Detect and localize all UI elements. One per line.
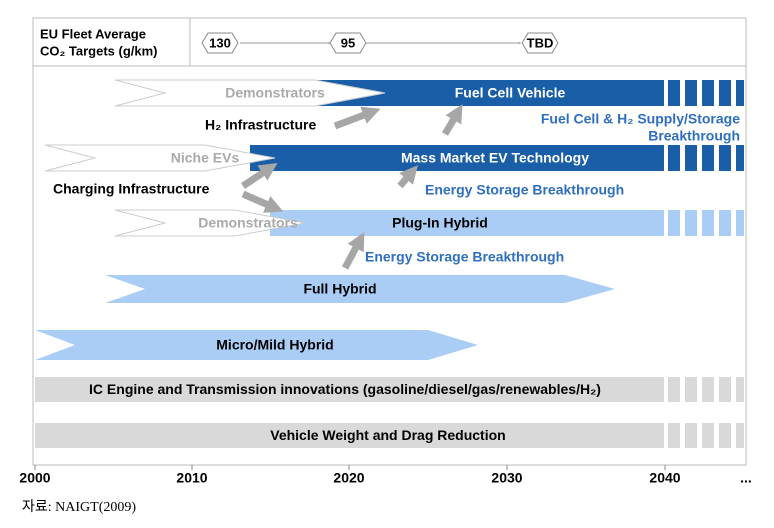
target-marker — [521, 32, 559, 54]
bar-stripe — [685, 80, 697, 106]
bar-label: IC Engine and Transmission innovations (… — [89, 381, 601, 397]
bar-stripe — [736, 423, 744, 448]
bar-label: Micro/Mild Hybrid — [216, 337, 333, 353]
arrow-bar — [105, 275, 615, 303]
bar-stripe — [719, 423, 731, 448]
axis-label: 2040 — [649, 470, 680, 486]
source: 자료: NAIGT(2009) — [22, 499, 136, 515]
header-box — [32, 17, 747, 67]
bar-stripe — [685, 210, 697, 236]
transition-arrow — [441, 104, 463, 136]
bar-stripe — [668, 80, 680, 106]
bar-stripe — [668, 423, 680, 448]
axis-label: ... — [740, 470, 752, 486]
bar-stripe — [736, 377, 744, 402]
bar-stripe — [736, 80, 744, 106]
lead-label: Niche EVs — [171, 150, 240, 166]
axis-label: 2000 — [19, 470, 50, 486]
bar-stripe — [736, 145, 744, 171]
transition-arrow — [241, 162, 278, 189]
bar-stripe — [668, 145, 680, 171]
bar-stripe — [736, 210, 744, 236]
target-value: 130 — [209, 35, 231, 50]
target-value: 95 — [341, 35, 355, 50]
bar-stripe — [719, 210, 731, 236]
lead-chevron — [114, 79, 386, 107]
bar-label: Full Hybrid — [303, 281, 376, 297]
transition-arrow — [341, 231, 365, 270]
annotation: Energy Storage Breakthrough — [365, 249, 564, 265]
bar-stripe — [685, 145, 697, 171]
target-marker — [201, 32, 239, 54]
transition-arrow — [397, 165, 418, 189]
lead-label: Demonstrators — [225, 85, 325, 101]
bar-stripe — [685, 423, 697, 448]
axis-label: 2010 — [176, 470, 207, 486]
target-marker — [329, 32, 367, 54]
header-label: EU Fleet Average — [40, 26, 146, 41]
bar-label: Vehicle Weight and Drag Reduction — [270, 427, 505, 443]
axis-label: 2020 — [333, 470, 364, 486]
bar-stripe — [702, 145, 714, 171]
annotation: Fuel Cell & H₂ Supply/Storage — [541, 111, 740, 127]
bar-label: Plug-In Hybrid — [392, 215, 488, 231]
bar-stripe — [668, 377, 680, 402]
bar-label: Fuel Cell Vehicle — [455, 85, 566, 101]
bar-stripe — [702, 80, 714, 106]
bar — [35, 423, 664, 448]
bar-stripe — [685, 377, 697, 402]
bar-stripe — [702, 423, 714, 448]
annotation: H₂ Infrastructure — [205, 117, 316, 133]
bar-stripe — [702, 210, 714, 236]
lead-chevron — [44, 144, 276, 172]
transition-arrow — [241, 190, 284, 213]
bar-stripe — [719, 377, 731, 402]
lead-label: Demonstrators — [198, 215, 298, 231]
bar-label: Mass Market EV Technology — [401, 150, 589, 166]
annotation: Energy Storage Breakthrough — [425, 182, 624, 198]
annotation: Breakthrough — [648, 128, 740, 144]
axis-label: 2030 — [491, 470, 522, 486]
arrow-bar — [35, 330, 478, 360]
bar-stripe — [719, 145, 731, 171]
bar-stripe — [719, 80, 731, 106]
bar-stripe — [668, 210, 680, 236]
header-label: CO₂ Targets (g/km) — [40, 43, 158, 58]
bar — [35, 377, 664, 402]
bar — [250, 145, 664, 171]
target-value: TBD — [527, 35, 554, 50]
bar — [270, 210, 664, 236]
lead-chevron — [114, 209, 306, 237]
bar-stripe — [702, 377, 714, 402]
annotation: Charging Infrastructure — [53, 181, 210, 197]
transition-arrow — [333, 106, 381, 130]
